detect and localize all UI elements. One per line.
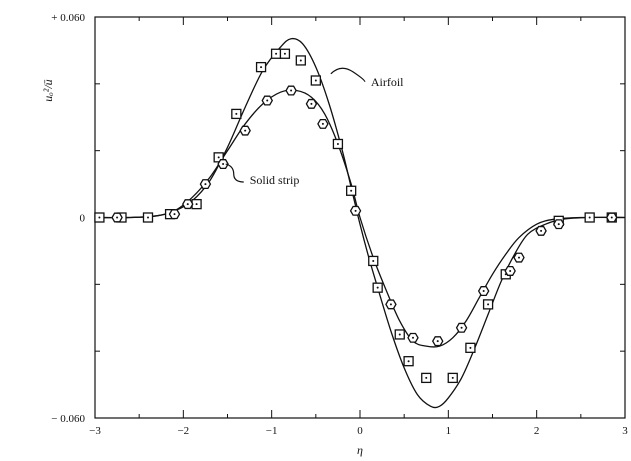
x-tick-label: 1 <box>446 425 452 437</box>
x-tick-label: 3 <box>622 425 628 437</box>
strip-data-point <box>305 98 318 109</box>
airfoil-data-point <box>346 185 357 196</box>
airfoil-data-point <box>142 212 154 223</box>
airfoil-data-point <box>310 75 321 86</box>
strip-data-point <box>181 199 194 210</box>
airfoil-leader <box>330 67 366 82</box>
labels: −3 −2 −1 0 1 2 3 + 0.060 0 − 0.060 η uₒ²/ū Airfoil So… <box>41 12 628 457</box>
strip-data-point <box>239 125 251 136</box>
curves <box>94 37 626 409</box>
airfoil-data-point <box>372 282 383 293</box>
strip-data-point <box>513 252 525 263</box>
strip-data-point <box>407 332 419 343</box>
airfoil-data-point <box>255 61 267 73</box>
solid-strip-annotation: Solid strip <box>250 173 300 187</box>
strip-data-point <box>168 209 181 220</box>
airfoil-data-point <box>368 255 379 267</box>
strip-data-point <box>111 212 123 223</box>
y-tick-label: + 0.060 <box>51 12 85 24</box>
airfoil-data-point <box>403 356 414 367</box>
strip-data-point <box>431 336 444 347</box>
strip-data-point <box>455 322 468 333</box>
strip-data-point <box>552 219 565 230</box>
airfoil-data-point <box>332 138 344 150</box>
airfoil-data-point <box>584 212 595 223</box>
strip-data-point <box>217 159 229 170</box>
strip-data-point <box>605 212 618 223</box>
strip-data-point <box>199 179 212 190</box>
airfoil-data-point <box>394 329 405 340</box>
airfoil-data-point <box>94 212 105 223</box>
strip-data-point <box>261 95 274 106</box>
airfoil-annotation: Airfoil <box>371 75 404 89</box>
airfoil-curve <box>94 37 626 409</box>
data-points <box>94 48 618 384</box>
strip-data-point <box>535 225 547 236</box>
x-axis-title: η <box>357 443 363 457</box>
y-tick-label: − 0.060 <box>51 413 85 425</box>
airfoil-data-point <box>270 48 282 59</box>
airfoil-data-point <box>295 55 306 66</box>
x-tick-label: 2 <box>534 425 540 437</box>
x-tick-label: −1 <box>266 425 278 437</box>
strip-data-point <box>477 286 490 297</box>
strip-data-point <box>385 299 397 310</box>
airfoil-data-point <box>231 108 242 120</box>
x-tick-label: 0 <box>357 425 363 437</box>
strip-data-point <box>349 205 362 216</box>
airfoil-data-point <box>279 48 291 59</box>
strip-data-point <box>317 118 329 129</box>
airfoil-data-point <box>421 372 432 384</box>
airfoil-data-point <box>447 372 458 384</box>
strip-data-point <box>285 85 297 96</box>
x-tick-label: −3 <box>89 425 101 437</box>
strip-curve <box>94 89 626 348</box>
y-axis-title: uₒ²/ū <box>41 79 55 101</box>
airfoil-data-point <box>465 342 476 353</box>
y-tick-label: 0 <box>80 213 86 225</box>
solid-strip-leader <box>225 163 244 183</box>
x-tick-label: −2 <box>177 425 189 437</box>
strip-data-point <box>504 265 516 276</box>
airfoil-data-point <box>482 299 494 310</box>
